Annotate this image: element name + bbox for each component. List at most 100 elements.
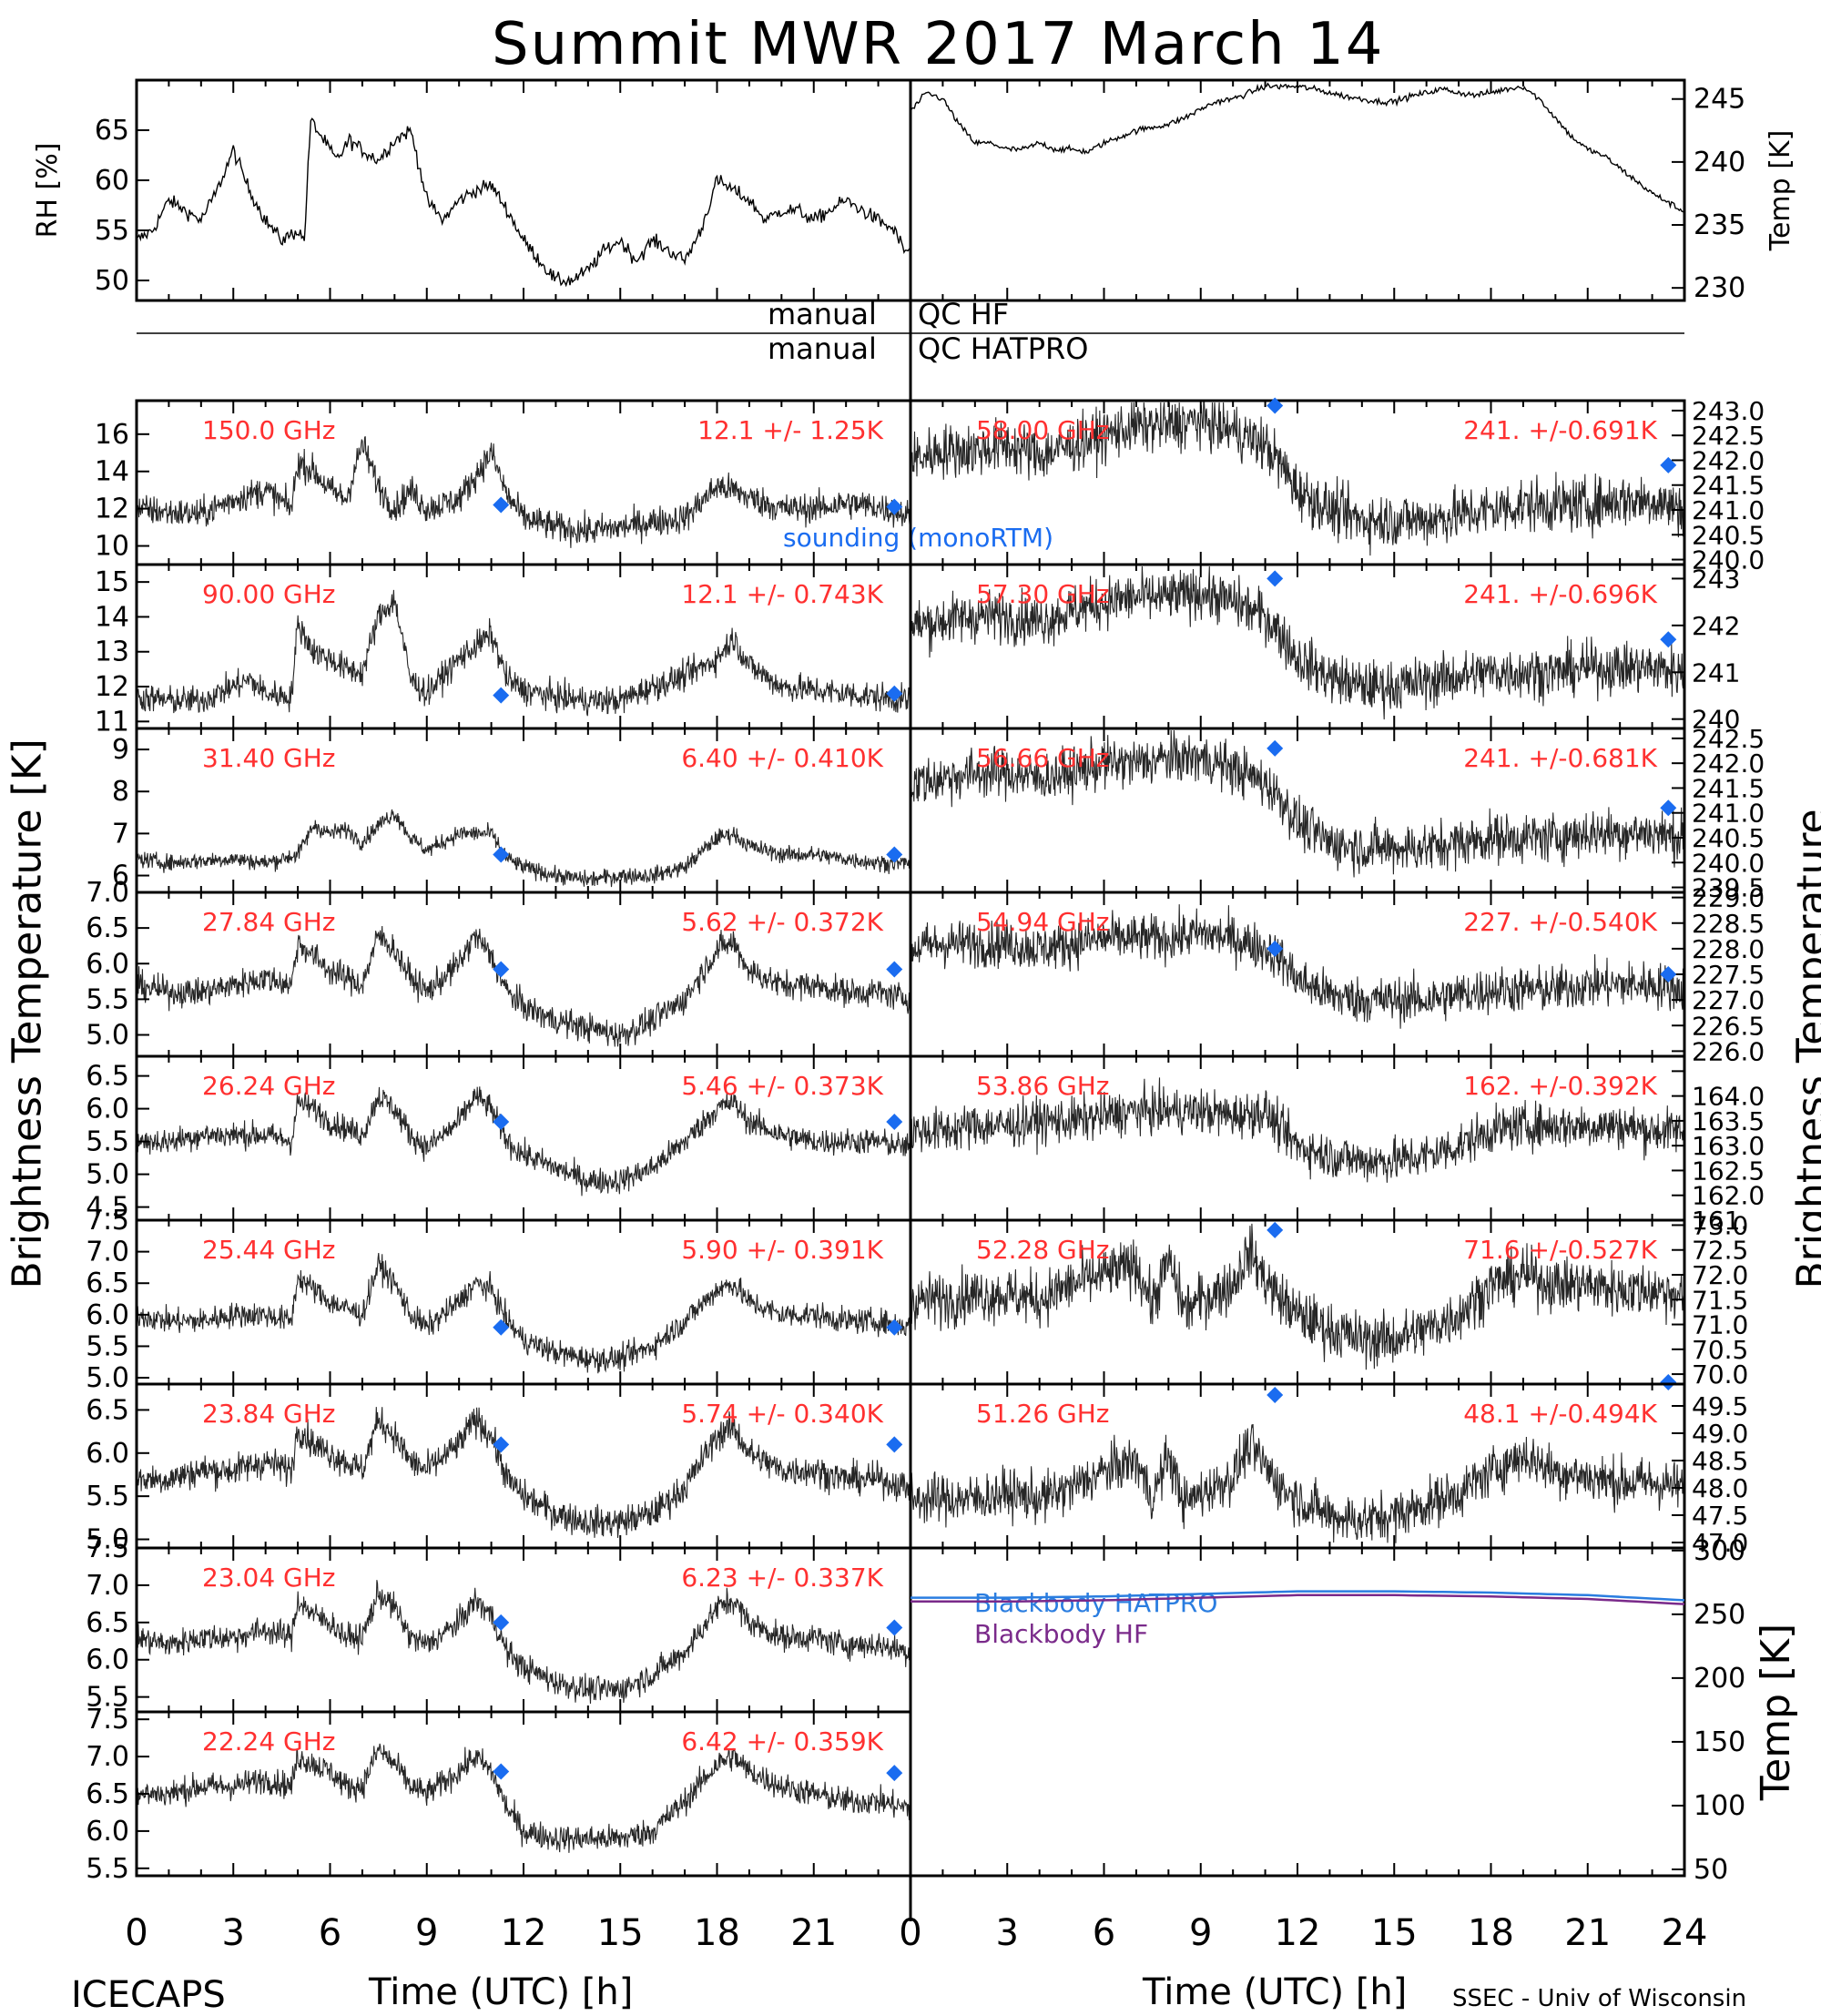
x-axis-label-right: Time (UTC) [h] [1143,1971,1407,2013]
x-tick-label-right: 9 [1189,1912,1212,1954]
qc-hatpro-label: QC HATPRO [918,331,1088,366]
bb-y-tick-label: 50 [1694,1854,1728,1886]
y-tick-label: 164.0 [1692,1082,1765,1112]
channel-stat-label: 241. +/-0.681K [1463,743,1657,773]
chart-title: Summit MWR 2017 March 14 [492,11,1385,78]
y-tick-label: 12 [95,671,129,703]
y-tick-label: 7.5 [86,1205,129,1237]
y-tick-label: 229.0 [1692,883,1765,913]
y-tick-label: 5.0 [86,1159,129,1191]
channel-stat-label: 6.40 +/- 0.410K [681,743,883,773]
bb-y-tick-label: 300 [1694,1535,1745,1567]
bb-y-tick-label: 250 [1694,1599,1745,1631]
temp-y-tick-label: 235 [1694,209,1745,241]
y-tick-label: 242.5 [1692,724,1765,754]
channel-stat-label: 6.23 +/- 0.337K [681,1563,883,1593]
x-tick-label-left: 0 [125,1912,148,1954]
y-tick-label: 5.5 [86,1330,129,1362]
channel-stat-label: 5.90 +/- 0.391K [681,1235,883,1265]
y-tick-label: 5.5 [86,1481,129,1512]
footer-ssec: SSEC - Univ of Wisconsin [1452,1985,1746,2012]
sounding-marker [886,846,902,862]
y-axis-label-left: Brightness Temperature [K] [5,907,51,1289]
y-tick-label: 12 [95,494,129,525]
x-tick-label-right: 12 [1275,1912,1321,1954]
sounding-marker [886,962,902,978]
channel-stat-label: 48.1 +/-0.494K [1463,1399,1657,1429]
sounding-marker [1660,1374,1676,1390]
sounding-marker [493,687,509,704]
sounding-marker [1267,1387,1283,1403]
y-tick-label: 49.0 [1692,1419,1748,1449]
y-tick-label: 6.0 [86,1438,129,1470]
y-tick-label: 5.0 [86,1020,129,1052]
y-tick-label: 14 [95,456,129,488]
qc-manual-2: manual [768,331,877,366]
channel-stat-label: 12.1 +/- 1.25K [697,415,883,445]
temp-x-ticks [910,80,1684,300]
y-tick-label: 7.5 [86,1704,129,1736]
y-tick-label: 6.0 [86,1094,129,1125]
temp-y-tick-label: 240 [1694,147,1745,178]
channel-data-points [137,926,910,1047]
bb-y-tick-label: 150 [1694,1726,1745,1758]
channel-frequency-label: 52.28 GHz [976,1235,1110,1265]
rh-y-tick-label: 50 [95,265,129,297]
x-tick-label-left: 3 [222,1912,245,1954]
x-tick-label-left: 12 [501,1912,547,1954]
bb-y-tick-label: 100 [1694,1790,1745,1822]
x-tick-label-right: 6 [1093,1912,1115,1954]
y-tick-label: 228.0 [1692,934,1765,964]
channel-frequency-label: 56.66 GHz [976,743,1110,773]
y-tick-label: 6.5 [86,1394,129,1426]
channel-data-trace [137,1086,910,1196]
channel-frequency-label: 150.0 GHz [202,415,336,445]
channel-frequency-label: 51.26 GHz [976,1399,1110,1429]
channel-stat-label: 241. +/-0.691K [1463,415,1657,445]
y-tick-label: 6.5 [86,1268,129,1299]
x-axis-label-left: Time (UTC) [h] [369,1971,633,2013]
temp-series-line [910,84,1684,214]
y-tick-label: 227.5 [1692,960,1765,990]
y-tick-label: 5.5 [86,1853,129,1885]
sounding-marker [886,1620,902,1636]
y-tick-label: 7.0 [86,1741,129,1773]
qc-manual-1: manual [768,297,877,331]
y-tick-label: 5.5 [86,983,129,1015]
x-tick-label-right: 0 [899,1912,921,1954]
y-tick-label: 226.5 [1692,1011,1765,1041]
rh-panel-frame [137,80,910,300]
channel-stat-label: 5.74 +/- 0.340K [681,1399,883,1429]
channel-data-points [910,1424,1684,1543]
channel-frequency-label: 31.40 GHz [202,743,336,773]
y-tick-label: 243.0 [1692,396,1765,426]
channel-stat-label: 12.1 +/- 0.743K [681,579,883,609]
sounding-marker [1660,631,1676,647]
rh-axis-label: RH [%] [32,143,64,239]
channel-frequency-label: 90.00 GHz [202,579,336,609]
y-tick-label: 49.5 [1692,1391,1748,1421]
sounding-marker [1267,570,1283,586]
sounding-marker [886,499,902,515]
y-tick-label: 241 [1692,657,1740,687]
x-tick-label-left: 21 [790,1912,837,1954]
rh-y-tick-label: 55 [95,215,129,247]
channel-frequency-label: 23.04 GHz [202,1563,336,1593]
qc-hf-label: QC HF [918,297,1009,331]
temp-axis-label: Temp [K] [1765,130,1796,252]
channel-data-points [137,1253,910,1373]
channel-frequency-label: 23.84 GHz [202,1399,336,1429]
y-tick-label: 5.5 [86,1126,129,1158]
channel-data-trace [910,1424,1684,1543]
x-tick-label-right: 18 [1468,1912,1514,1954]
sounding-marker [1267,740,1283,757]
rh-x-ticks [137,80,910,300]
x-tick-label-left: 9 [415,1912,438,1954]
x-tick-label-right: 15 [1371,1912,1418,1954]
y-tick-label: 243 [1692,564,1740,594]
rh-y-tick-label: 60 [95,165,129,197]
channel-stat-label: 241. +/-0.696K [1463,579,1657,609]
channel-stat-label: 5.46 +/- 0.373K [681,1071,883,1101]
y-tick-label: 16 [95,419,129,451]
y-tick-label: 8 [112,776,129,808]
